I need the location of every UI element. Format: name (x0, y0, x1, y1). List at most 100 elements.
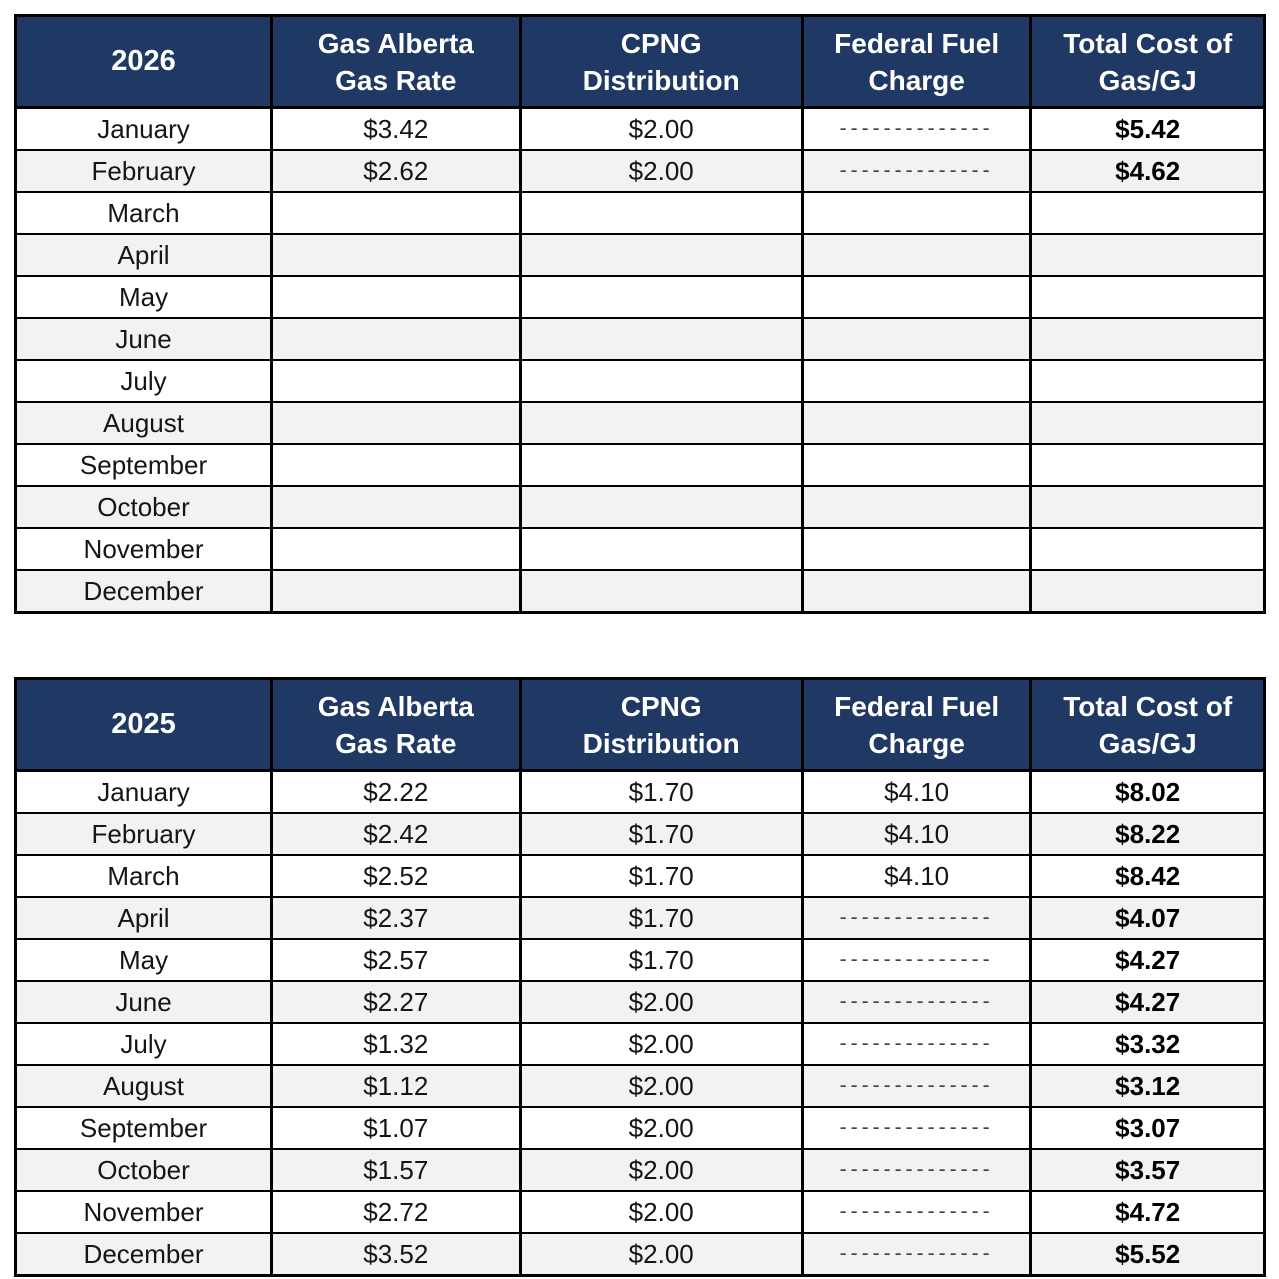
column-header-cpng-distribution: CPNG Distribution (518, 677, 804, 772)
federal-charge-cell: -------------- (800, 1190, 1033, 1234)
cpng-cell (518, 527, 804, 571)
header-line: Gas Rate (335, 727, 457, 759)
total-cell (1029, 485, 1266, 529)
total-cell: $5.42 (1029, 106, 1266, 151)
total-cell (1029, 401, 1266, 445)
header-line: Charge (868, 727, 965, 759)
cpng-cell (518, 569, 804, 614)
total-cell: $3.12 (1029, 1064, 1266, 1108)
total-cell: $4.62 (1029, 149, 1266, 193)
gas-rate-cell: $1.07 (270, 1106, 522, 1150)
gas-rate-cell: $2.22 (270, 769, 522, 814)
month-cell: September (13, 1106, 274, 1150)
gas-rate-cell: $2.42 (270, 812, 522, 856)
month-cell: March (13, 191, 274, 235)
cpng-cell (518, 485, 804, 529)
month-cell: June (13, 980, 274, 1024)
table-row: January $2.22 $1.70 $4.10 $8.02 (13, 769, 1266, 814)
month-cell: February (13, 149, 274, 193)
gas-rate-cell: $1.32 (270, 1022, 522, 1066)
federal-charge-cell: -------------- (800, 938, 1033, 982)
total-cell (1029, 359, 1266, 403)
month-cell: April (13, 896, 274, 940)
cpng-cell: $1.70 (518, 896, 804, 940)
month-cell: August (13, 1064, 274, 1108)
federal-charge-cell (800, 527, 1033, 571)
month-cell: April (13, 233, 274, 277)
month-cell: May (13, 275, 274, 319)
table-row: June $2.27 $2.00 -------------- $4.27 (13, 980, 1266, 1024)
table-row: April $2.37 $1.70 -------------- $4.07 (13, 896, 1266, 940)
table-row: March $2.52 $1.70 $4.10 $8.42 (13, 854, 1266, 898)
gas-rate-cell: $3.42 (270, 106, 522, 151)
total-cell: $3.57 (1029, 1148, 1266, 1192)
month-cell: September (13, 443, 274, 487)
federal-charge-cell: -------------- (800, 149, 1033, 193)
table-body-2025: January $2.22 $1.70 $4.10 $8.02 February $2.42… (13, 769, 1266, 1277)
column-header-total-cost: Total Cost of Gas/GJ (1029, 677, 1266, 772)
header-line: Total Cost of (1063, 690, 1233, 722)
cpng-cell: $2.00 (518, 1232, 804, 1277)
table-row: February $2.62 $2.00 -------------- $4.62 (13, 149, 1266, 193)
gas-rate-cell (270, 401, 522, 445)
column-header-gas-rate: Gas Alberta Gas Rate (270, 677, 522, 772)
header-line: Gas/GJ (1098, 64, 1197, 96)
table-row: July $1.32 $2.00 -------------- $3.32 (13, 1022, 1266, 1066)
cpng-cell: $2.00 (518, 1022, 804, 1066)
month-cell: June (13, 317, 274, 361)
federal-charge-cell (800, 569, 1033, 614)
rates-table-2025: 2025 Gas Alberta Gas Rate CPNG Distribut… (13, 677, 1266, 1277)
total-cell (1029, 191, 1266, 235)
gas-rate-cell: $1.57 (270, 1148, 522, 1192)
month-cell: May (13, 938, 274, 982)
total-cell: $8.42 (1029, 854, 1266, 898)
gas-rate-cell (270, 191, 522, 235)
year-header: 2025 (13, 677, 274, 772)
federal-charge-cell (800, 443, 1033, 487)
month-cell: July (13, 1022, 274, 1066)
gas-rate-cell: $2.62 (270, 149, 522, 193)
federal-charge-cell: $4.10 (800, 812, 1033, 856)
column-header-total-cost: Total Cost of Gas/GJ (1029, 14, 1266, 109)
gas-rate-cell (270, 485, 522, 529)
column-header-federal-fuel-charge: Federal Fuel Charge (800, 677, 1033, 772)
column-header-cpng-distribution: CPNG Distribution (518, 14, 804, 109)
table-row: September (13, 443, 1266, 487)
header-line: CPNG (620, 690, 702, 722)
total-cell (1029, 275, 1266, 319)
total-cell (1029, 527, 1266, 571)
total-cell: $3.07 (1029, 1106, 1266, 1150)
table-row: June (13, 317, 1266, 361)
cpng-cell: $1.70 (518, 812, 804, 856)
table-row: December $3.52 $2.00 -------------- $5.52 (13, 1232, 1266, 1277)
federal-charge-cell: -------------- (800, 106, 1033, 151)
month-cell: December (13, 569, 274, 614)
gas-rate-cell: $2.72 (270, 1190, 522, 1234)
federal-charge-cell: -------------- (800, 1106, 1033, 1150)
header-line: Federal Fuel (834, 690, 1000, 722)
table-row: May (13, 275, 1266, 319)
total-cell: $8.22 (1029, 812, 1266, 856)
federal-charge-cell: $4.10 (800, 769, 1033, 814)
gas-rate-cell (270, 317, 522, 361)
total-cell: $8.02 (1029, 769, 1266, 814)
table-row: April (13, 233, 1266, 277)
month-cell: December (13, 1232, 274, 1277)
total-cell (1029, 233, 1266, 277)
gas-rate-cell (270, 443, 522, 487)
table-row: November (13, 527, 1266, 571)
table-row: September $1.07 $2.00 -------------- $3.07 (13, 1106, 1266, 1150)
table-row: March (13, 191, 1266, 235)
column-header-gas-rate: Gas Alberta Gas Rate (270, 14, 522, 109)
federal-charge-cell: -------------- (800, 896, 1033, 940)
header-line: Distribution (582, 64, 740, 96)
table-row: August (13, 401, 1266, 445)
month-cell: August (13, 401, 274, 445)
header-row: 2025 Gas Alberta Gas Rate CPNG Distribut… (13, 677, 1266, 772)
gas-rate-cell: $2.37 (270, 896, 522, 940)
federal-charge-cell: -------------- (800, 1232, 1033, 1277)
cpng-cell (518, 317, 804, 361)
federal-charge-cell (800, 359, 1033, 403)
header-line: Charge (868, 64, 965, 96)
table-row: January $3.42 $2.00 -------------- $5.42 (13, 106, 1266, 151)
